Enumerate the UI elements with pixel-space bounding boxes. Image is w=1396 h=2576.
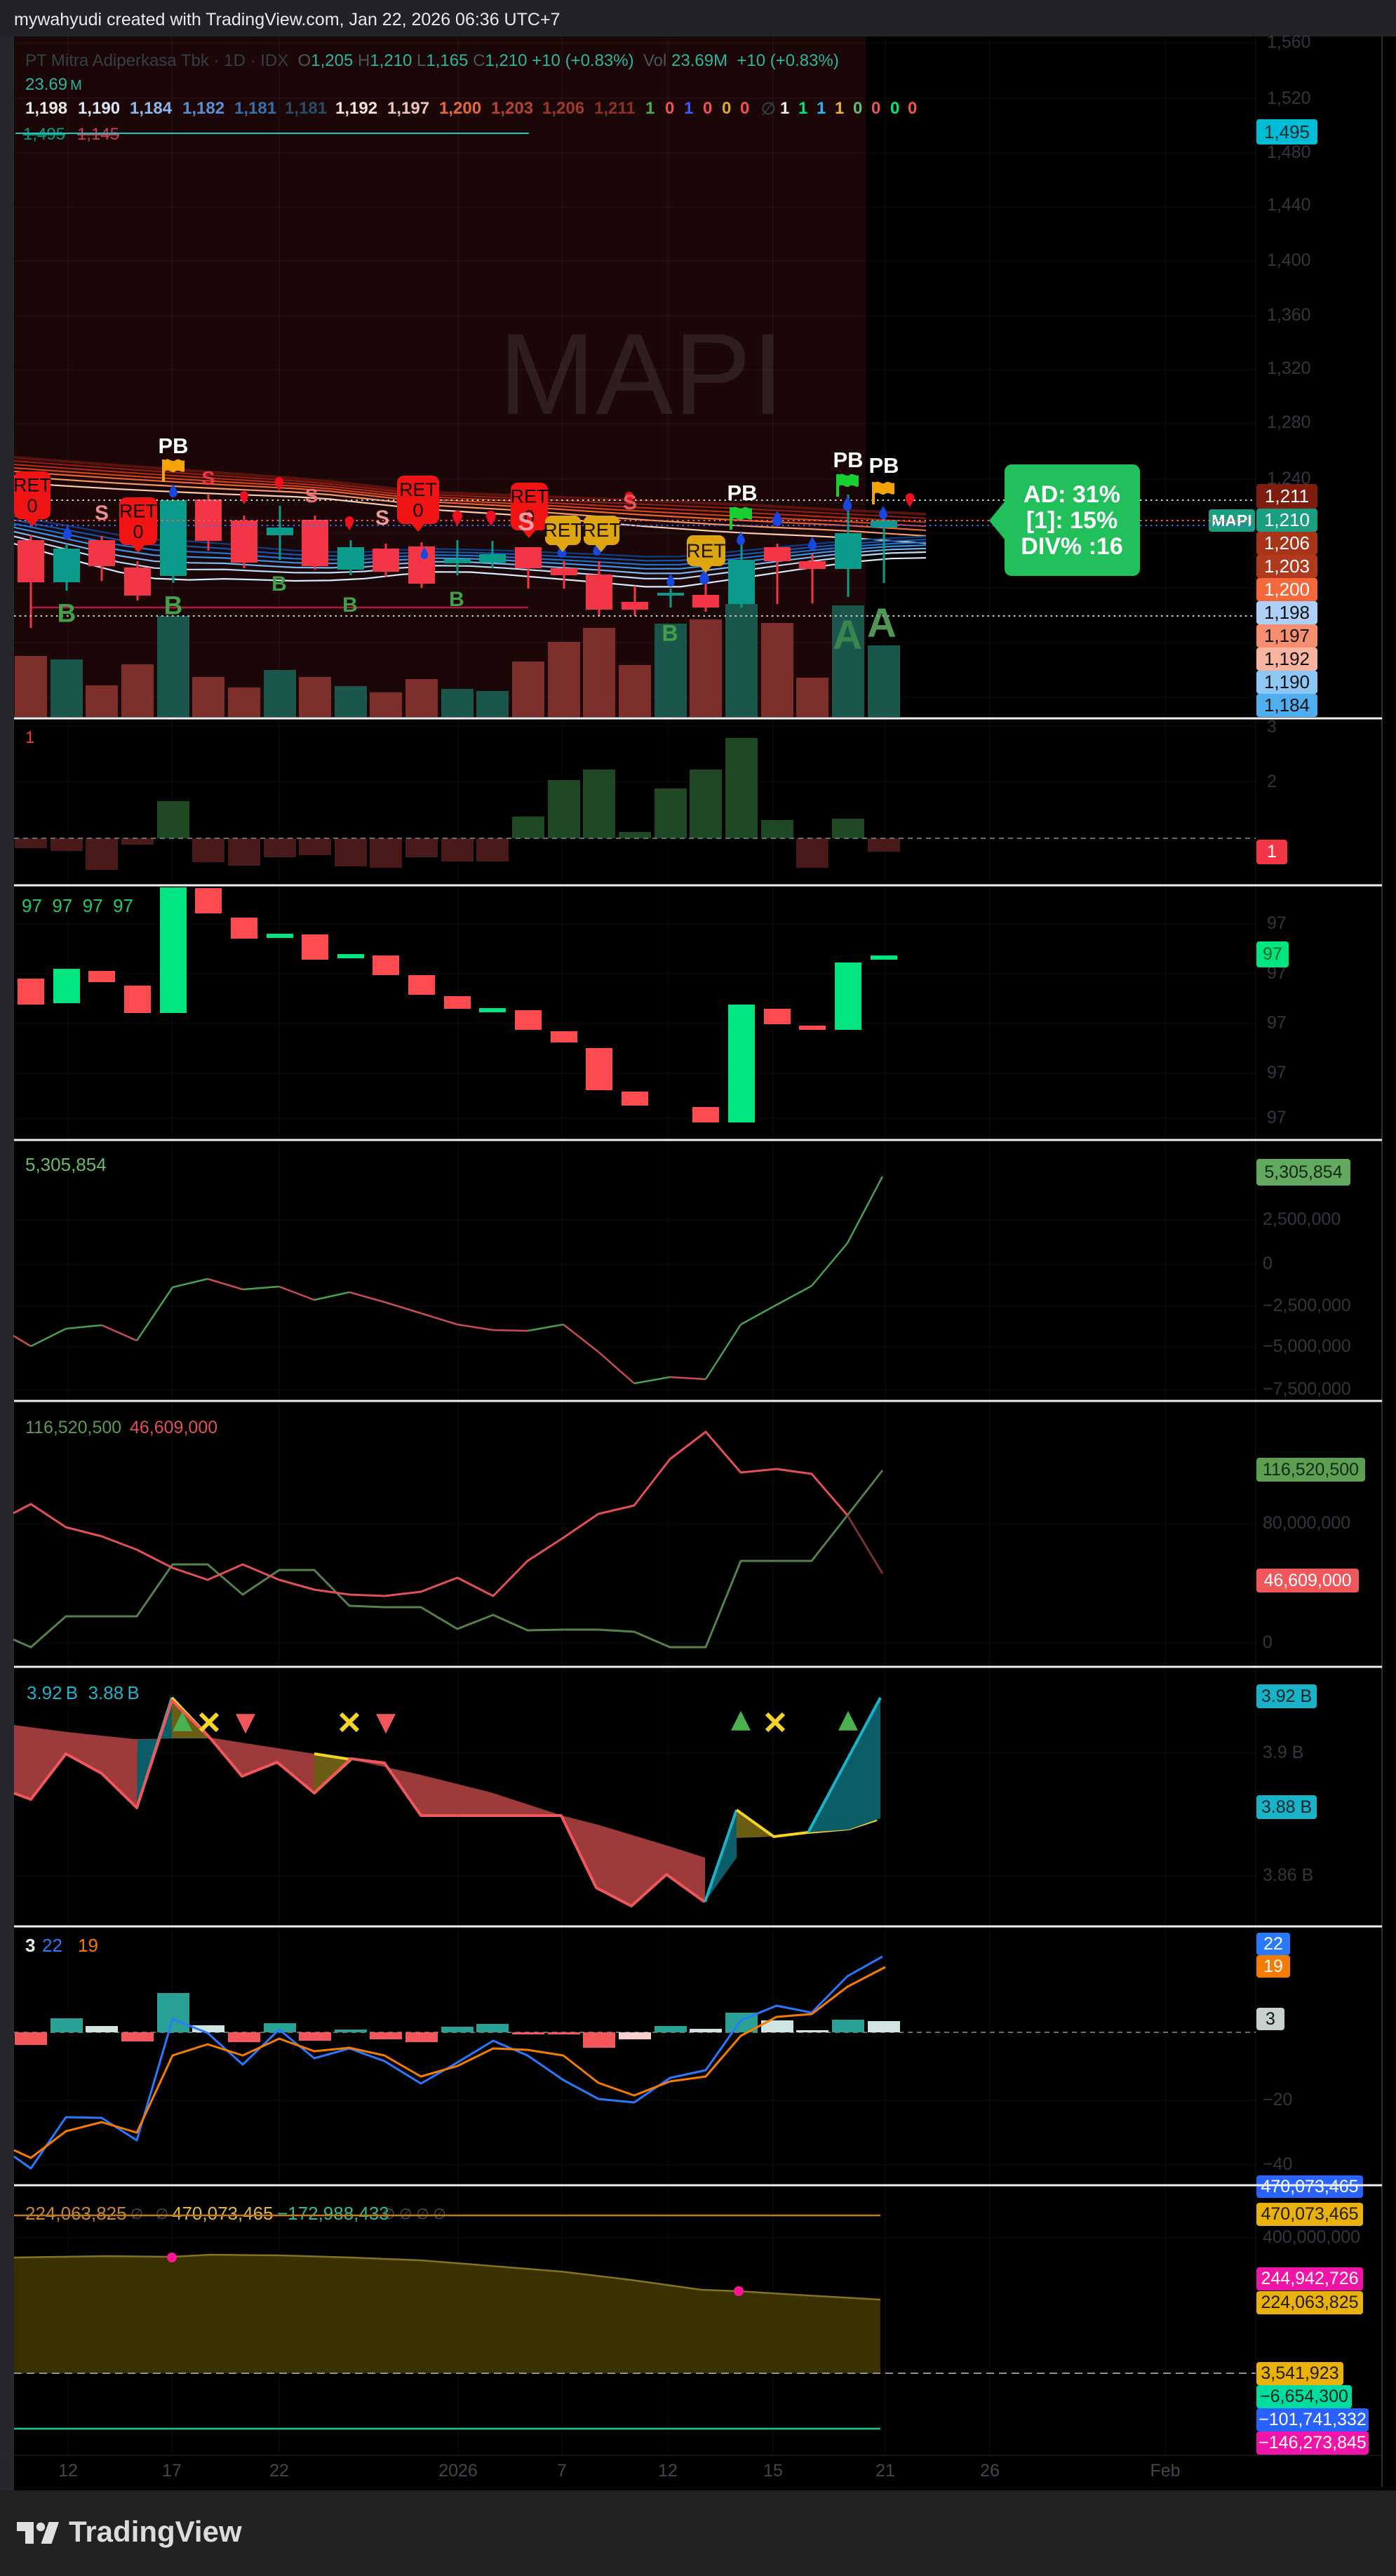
svg-text:S: S: [375, 507, 389, 530]
svg-text:S: S: [305, 485, 318, 507]
svg-text:B: B: [58, 598, 76, 627]
svg-text:S: S: [202, 467, 215, 489]
svg-text:RET: RET: [582, 519, 622, 541]
svg-text:B: B: [342, 593, 358, 617]
svg-text:RET: RET: [687, 540, 726, 562]
svg-text:S: S: [95, 502, 109, 525]
svg-text:RET: RET: [544, 519, 583, 541]
svg-text:B: B: [449, 588, 464, 611]
svg-text:AD: 31%: AD: 31%: [1023, 481, 1120, 508]
svg-text:S: S: [623, 491, 637, 514]
svg-text:RET: RET: [13, 475, 51, 496]
svg-text:PB: PB: [158, 434, 188, 458]
svg-text:RET: RET: [119, 501, 157, 522]
svg-text:0: 0: [412, 500, 423, 521]
svg-text:RET: RET: [399, 479, 437, 500]
svg-text:[1]: 15%: [1]: 15%: [1026, 507, 1118, 534]
svg-text:A: A: [833, 612, 862, 658]
svg-text:B: B: [662, 621, 678, 646]
svg-text:RET: RET: [511, 486, 549, 507]
svg-text:0: 0: [133, 521, 143, 542]
svg-text:B: B: [164, 591, 183, 619]
svg-text:0: 0: [524, 507, 535, 528]
svg-text:PB: PB: [727, 481, 757, 505]
svg-text:B: B: [271, 572, 287, 596]
svg-text:PB: PB: [868, 453, 899, 478]
svg-text:0: 0: [27, 495, 37, 516]
svg-text:DIV% :16: DIV% :16: [1021, 533, 1123, 560]
svg-text:A: A: [867, 601, 897, 646]
svg-text:S: S: [518, 507, 535, 536]
svg-text:PB: PB: [833, 448, 863, 472]
